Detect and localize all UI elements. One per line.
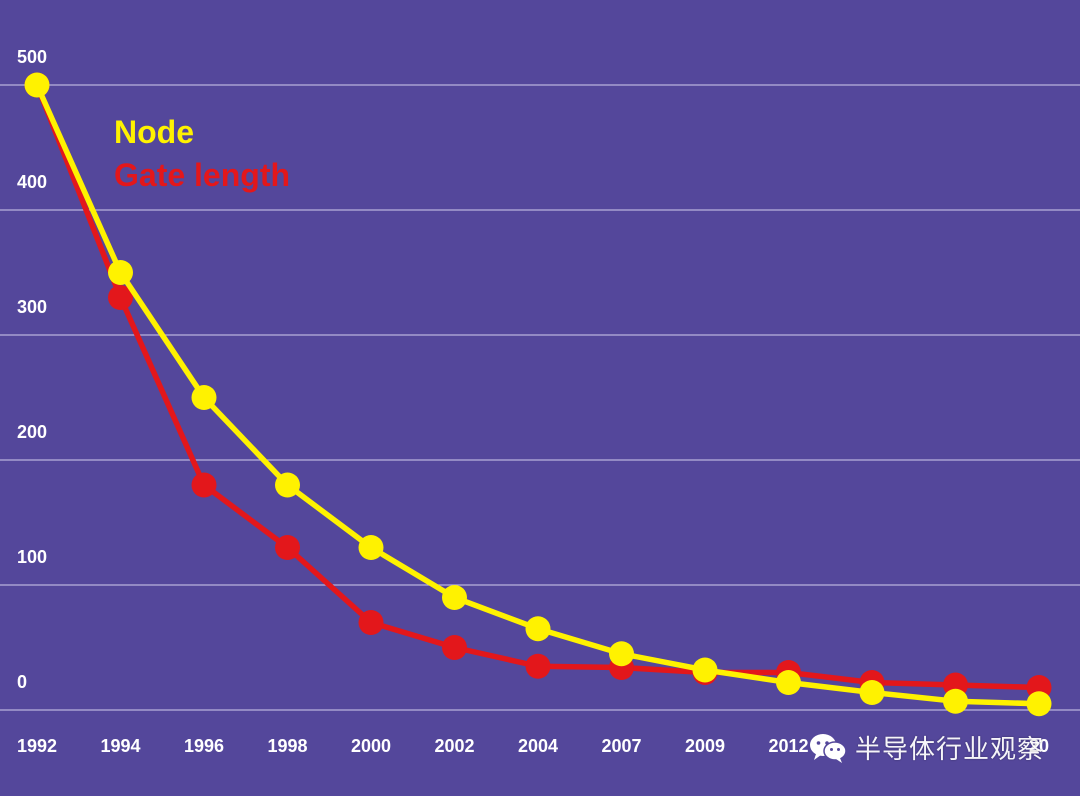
y-tick-label: 100 bbox=[17, 547, 47, 567]
x-tick-label: 2009 bbox=[685, 736, 725, 756]
data-point bbox=[108, 260, 133, 285]
series-node bbox=[24, 72, 1052, 717]
data-point bbox=[275, 472, 300, 498]
data-point bbox=[108, 285, 133, 310]
data-point bbox=[943, 688, 968, 714]
x-tick-label: 2012 bbox=[768, 736, 808, 756]
data-point bbox=[358, 610, 384, 635]
x-axis-ticks: 1992 1994 1996 1998 2000 2002 2004 2007 2009 2012… bbox=[17, 736, 1049, 756]
x-tick-label: 20 bbox=[1029, 736, 1049, 756]
y-axis-ticks: 0 100 200 300 400 500 bbox=[17, 47, 47, 692]
y-tick-label: 200 bbox=[17, 422, 47, 442]
y-tick-label: 400 bbox=[17, 172, 47, 192]
data-point bbox=[442, 635, 467, 660]
x-tick-label: 1994 bbox=[100, 736, 140, 756]
grid-lines bbox=[0, 84, 1080, 711]
data-point bbox=[859, 680, 885, 705]
x-tick-label: 2004 bbox=[518, 736, 558, 756]
x-tick-label: 2002 bbox=[434, 736, 474, 756]
legend: Node Gate length bbox=[114, 114, 290, 193]
data-point bbox=[275, 535, 300, 560]
data-point bbox=[358, 535, 384, 560]
watermark-text: 半导体行业观察 bbox=[854, 735, 1044, 765]
x-tick-label: 1992 bbox=[17, 736, 57, 756]
y-tick-label: 500 bbox=[17, 47, 47, 67]
x-tick-label: 2007 bbox=[601, 736, 641, 756]
legend-gate-length-label: Gate length bbox=[114, 157, 290, 193]
data-point bbox=[1026, 691, 1052, 717]
data-point bbox=[442, 585, 467, 610]
x-tick-label: 1998 bbox=[267, 736, 307, 756]
data-point bbox=[692, 657, 718, 683]
data-point bbox=[609, 641, 634, 667]
data-point bbox=[525, 616, 551, 642]
x-tick-label: 1996 bbox=[184, 736, 224, 756]
legend-node-label: Node bbox=[114, 114, 194, 150]
data-point bbox=[525, 653, 551, 679]
series-layer bbox=[24, 72, 1052, 717]
data-point bbox=[24, 72, 50, 98]
data-point bbox=[776, 670, 801, 695]
y-tick-label: 0 bbox=[17, 672, 27, 692]
x-tick-label: 2000 bbox=[351, 736, 391, 756]
data-point bbox=[191, 472, 217, 498]
wechat-icon bbox=[810, 734, 847, 763]
data-point bbox=[191, 385, 217, 410]
y-tick-label: 300 bbox=[17, 297, 47, 317]
